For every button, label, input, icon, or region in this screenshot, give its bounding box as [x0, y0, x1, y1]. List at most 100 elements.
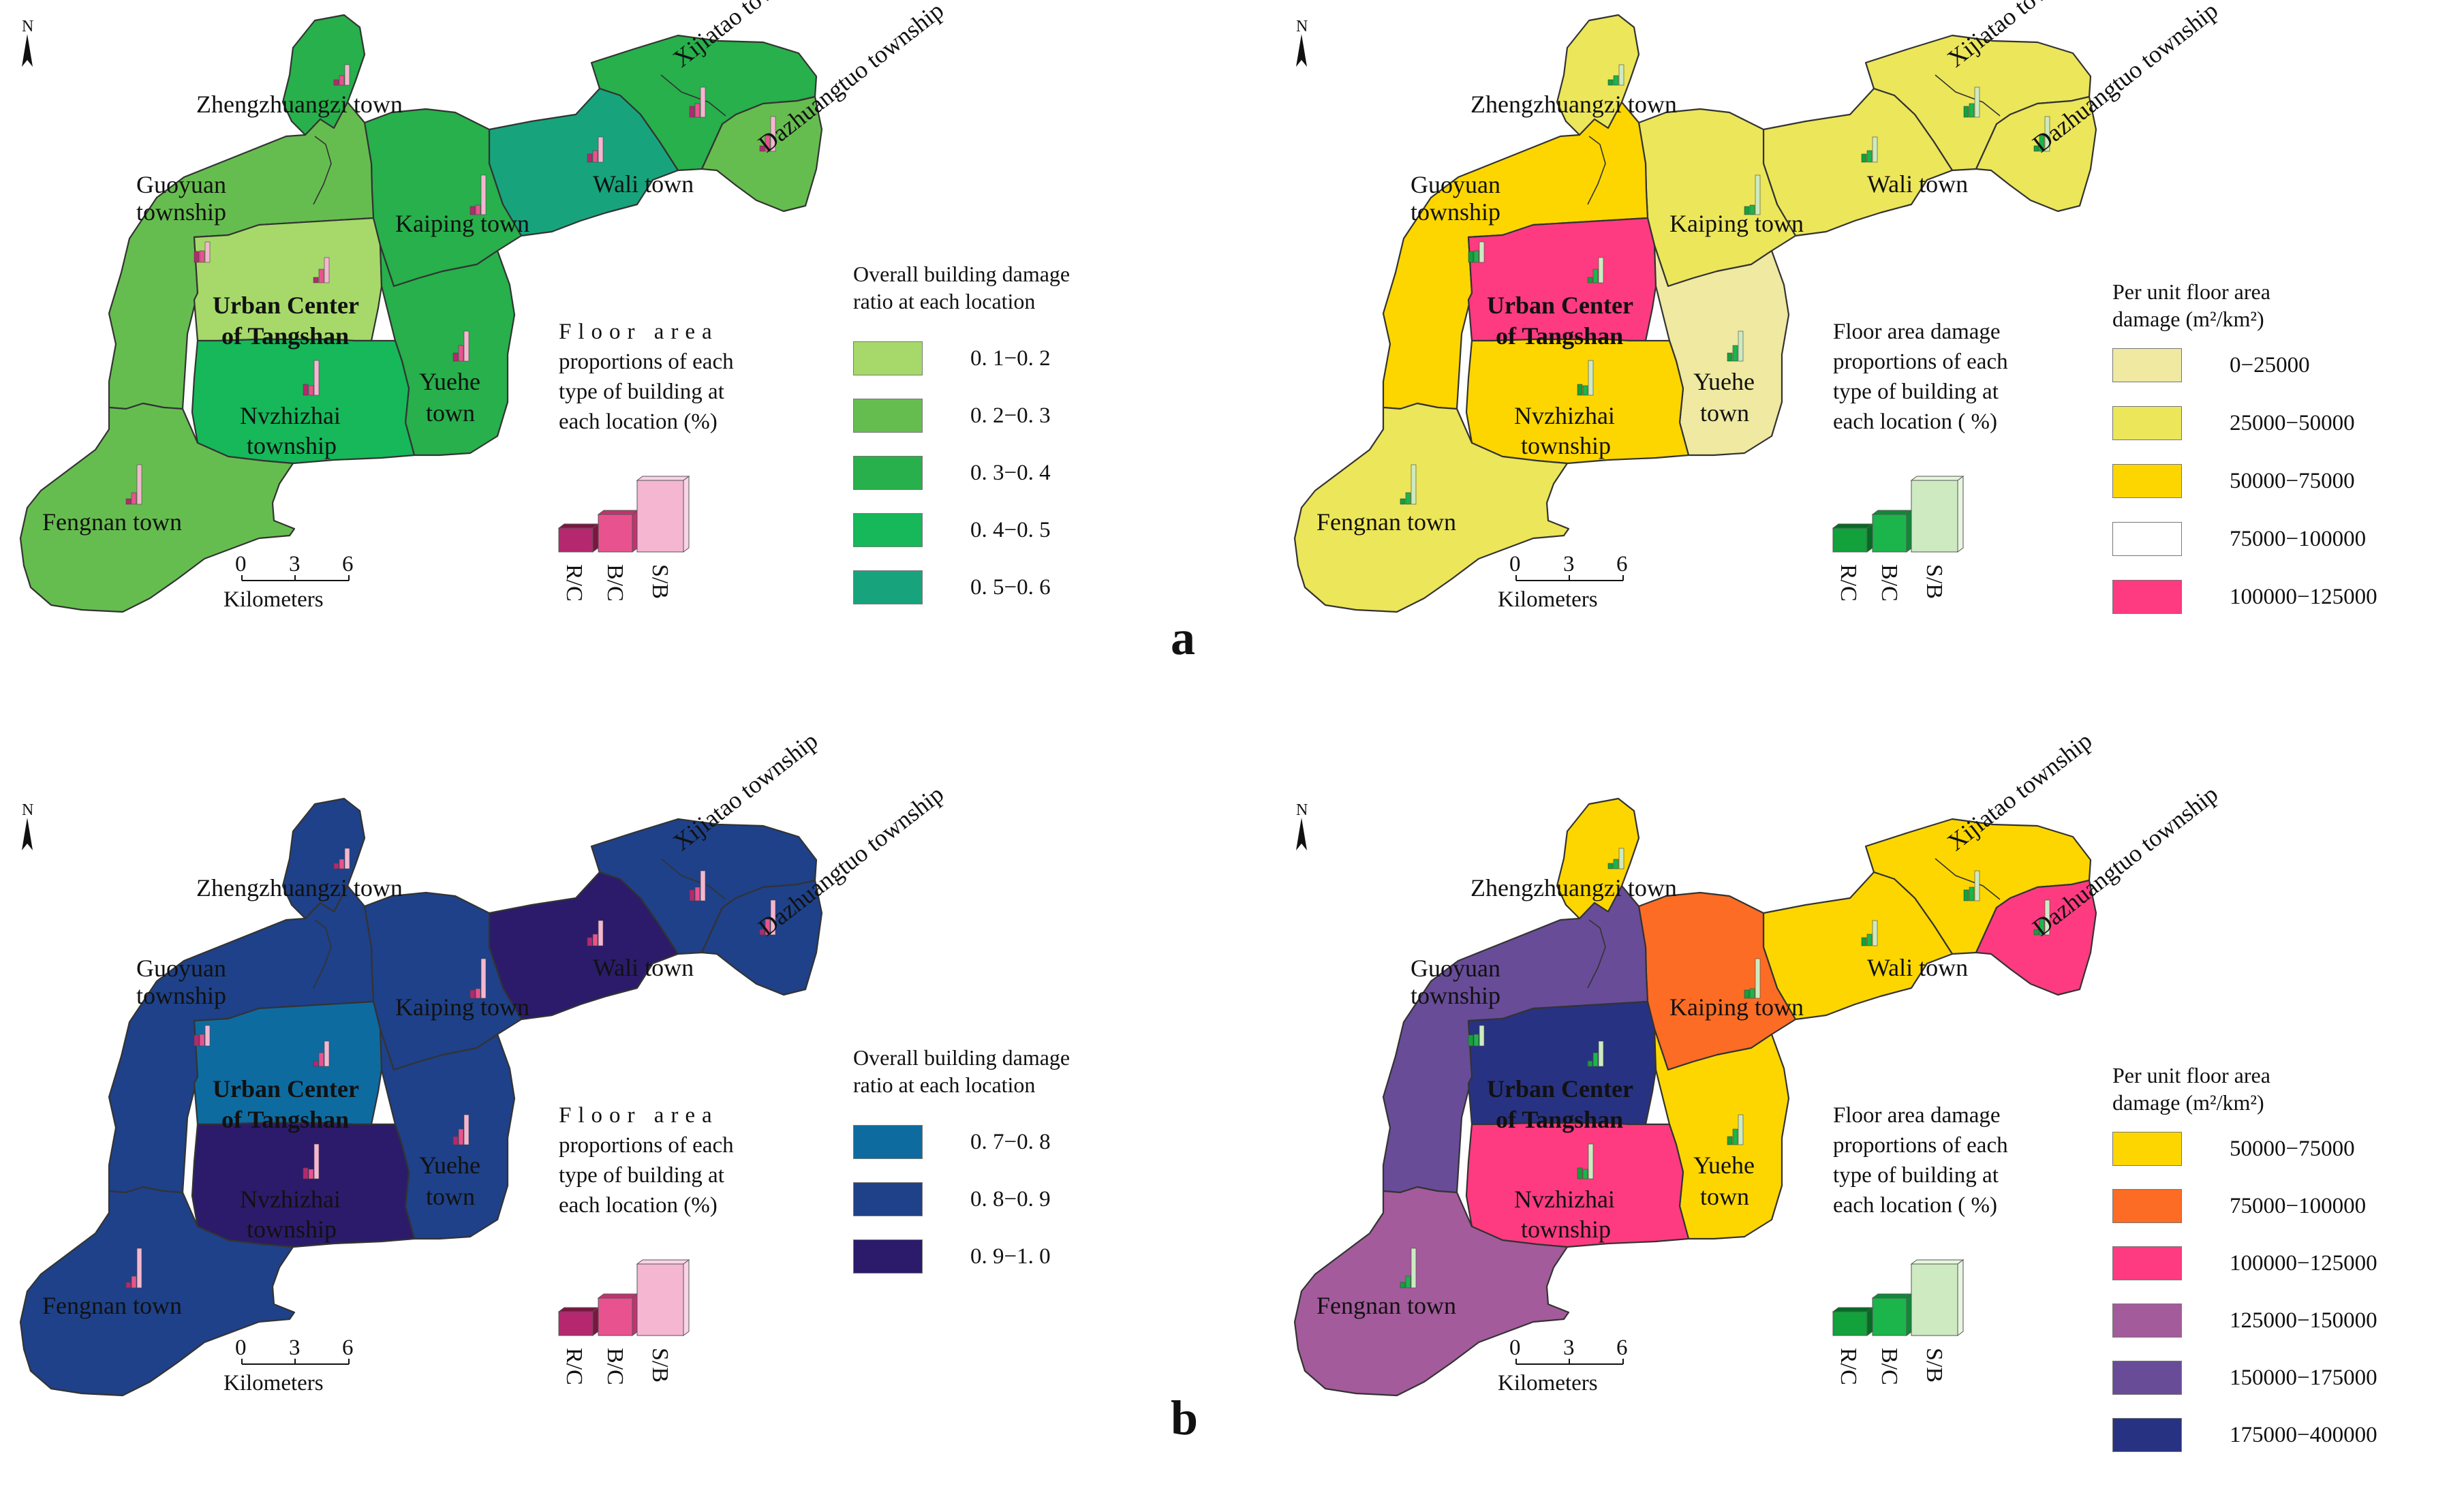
place-label-zhengzhuangzi: Zhengzhuangzi town	[1470, 874, 1677, 901]
legend-swatch	[853, 1125, 923, 1159]
region-guoyuan	[1382, 884, 1649, 1194]
bar-legend-title-line: type of building at	[559, 380, 724, 404]
location-bar-glyph	[125, 464, 142, 505]
legend-swatch	[2112, 1361, 2182, 1395]
bar-legend-label: B/C	[1877, 1348, 1902, 1385]
color-legend-title-line: Overall building damage	[853, 1045, 1071, 1070]
legend-item: 0. 7−0. 8	[853, 1124, 1051, 1160]
legend-item: 100000−125000	[2112, 1246, 2377, 1281]
legend-label: 0−25000	[2230, 352, 2310, 377]
legend-swatch	[2112, 348, 2182, 382]
place-label-guoyuan-1: Guoyuan	[1411, 171, 1500, 198]
legend-swatch	[2112, 1418, 2182, 1452]
scale-tick-label: 0	[235, 1336, 247, 1360]
legend-label: 0. 5−0. 6	[970, 574, 1051, 600]
scale-bar: 0 3 6 Kilometers	[1498, 1336, 1628, 1395]
scale-bar: 0 3 6 Kilometers	[1498, 552, 1628, 612]
place-label-yuehe-1: Yuehe	[419, 1152, 480, 1179]
bar-legend-title-line: type of building at	[1833, 1163, 1999, 1188]
place-label-urban-1: Urban Center	[1487, 1075, 1633, 1102]
location-bar-glyph	[2033, 899, 2050, 936]
bar-legend-label: B/C	[1877, 564, 1902, 602]
color-legend-title-line: damage (m²/km²)	[2112, 1090, 2264, 1115]
scale-bar: 0 3 6 Kilometers	[224, 552, 354, 612]
location-bar-glyph	[1744, 958, 1761, 999]
bar-legend-title-line: each location ( %)	[1833, 410, 1997, 434]
panel-b-right: N Zhengzhuangzi town Xijiatao township Guoy…	[1274, 727, 2449, 1512]
legend-swatch	[2112, 580, 2182, 614]
place-label-wali: Wali town	[1867, 954, 1968, 981]
color-legend-title-line: Per unit floor area	[2112, 1063, 2270, 1087]
location-bar-glyph	[1468, 241, 1485, 263]
location-bar-glyph	[452, 330, 469, 362]
legend-swatch	[2112, 1132, 2182, 1166]
location-bar-glyph	[1468, 1025, 1485, 1047]
legend-item: 0. 1−0. 2	[853, 341, 1051, 376]
bar-legend-title-line: proportions of each	[1833, 1133, 2008, 1158]
panel-letter-a: a	[1171, 611, 1195, 665]
place-label-nvzhizhai-2: township	[1521, 1216, 1611, 1243]
scale-tick-label: 0	[235, 552, 247, 576]
place-label-nvzhizhai-1: Nvzhizhai	[1514, 402, 1615, 429]
location-bar-glyph	[1607, 64, 1624, 86]
legend-item: 100000−125000	[2112, 579, 2377, 615]
legend-swatch	[2112, 522, 2182, 556]
region-dazhuangtuo	[1975, 879, 2097, 996]
panel-a-right: N Zhengzhuangzi town Xijiatao township Guoy…	[1274, 0, 2449, 728]
scale-tick-label: 3	[1563, 1336, 1575, 1360]
legend-swatch	[853, 513, 923, 547]
color-legend-title-line: ratio at each location	[853, 1073, 1036, 1097]
bar-legend-title-line: Floor area	[559, 320, 719, 344]
place-label-fengnan: Fengnan town	[1316, 1292, 1456, 1319]
place-label-nvzhizhai-2: township	[247, 1216, 337, 1243]
north-label: N	[1296, 801, 1308, 819]
place-label-urban-1: Urban Center	[1487, 292, 1633, 319]
location-bar-glyph	[194, 1025, 211, 1047]
region-guoyuan	[108, 884, 375, 1194]
minor-boundary-line	[1587, 919, 1606, 989]
legend-item: 0. 5−0. 6	[853, 570, 1051, 605]
scale-unit-label: Kilometers	[224, 587, 324, 612]
scale-unit-label: Kilometers	[1498, 587, 1598, 612]
scale-tick-label: 0	[1509, 1336, 1521, 1360]
region-dazhuangtuo	[1975, 95, 2097, 213]
legend-item: 0. 9−1. 0	[853, 1239, 1051, 1274]
place-label-guoyuan-2: township	[136, 198, 226, 226]
minor-boundary-line	[313, 136, 332, 205]
place-label-yuehe-1: Yuehe	[1693, 1152, 1755, 1179]
place-label-fengnan: Fengnan town	[1316, 508, 1456, 536]
bar-legend-title: Floor area proportions of each type of bui…	[559, 317, 734, 437]
legend-item: 75000−100000	[2112, 521, 2366, 557]
bar-legend-label: B/C	[602, 564, 628, 602]
location-bar-glyph	[1727, 1114, 1744, 1145]
bar-legend-title: Floor area damage proportions of each type…	[1833, 1100, 2008, 1220]
legend-item: 75000−100000	[2112, 1188, 2366, 1224]
north-arrow-icon: N	[1296, 18, 1308, 67]
legend-item: 0. 2−0. 3	[853, 398, 1051, 433]
place-label-yuehe-2: town	[426, 1183, 475, 1210]
location-bar-glyph	[689, 870, 706, 901]
location-bar-glyph	[1400, 464, 1417, 505]
legend-swatch	[853, 570, 923, 604]
place-label-kaiping: Kaiping town	[1669, 210, 1804, 237]
place-label-yuehe-2: town	[1700, 1183, 1749, 1210]
place-label-guoyuan-1: Guoyuan	[136, 171, 226, 198]
color-legend-title-line: damage (m²/km²)	[2112, 307, 2264, 331]
region-guoyuan	[108, 101, 375, 410]
legend-label: 0. 4−0. 5	[970, 517, 1051, 542]
place-label-kaiping: Kaiping town	[395, 210, 529, 237]
minor-boundary-line	[1935, 74, 2001, 117]
location-bar-glyph	[759, 899, 776, 936]
bar-legend-label: R/C	[1836, 564, 1861, 602]
location-bar-glyph	[1861, 920, 1878, 946]
bar-legend-label: B/C	[602, 1348, 628, 1385]
place-label-wali: Wali town	[1867, 170, 1968, 198]
location-bar-glyph	[303, 360, 320, 396]
legend-label: 0. 9−1. 0	[970, 1244, 1051, 1269]
location-bar-glyph	[469, 958, 487, 999]
location-bar-glyph	[1577, 1143, 1594, 1179]
region-dazhuangtuo	[700, 879, 823, 996]
color-legend-title: Per unit floor area damage (m²/km²)	[2112, 278, 2270, 333]
